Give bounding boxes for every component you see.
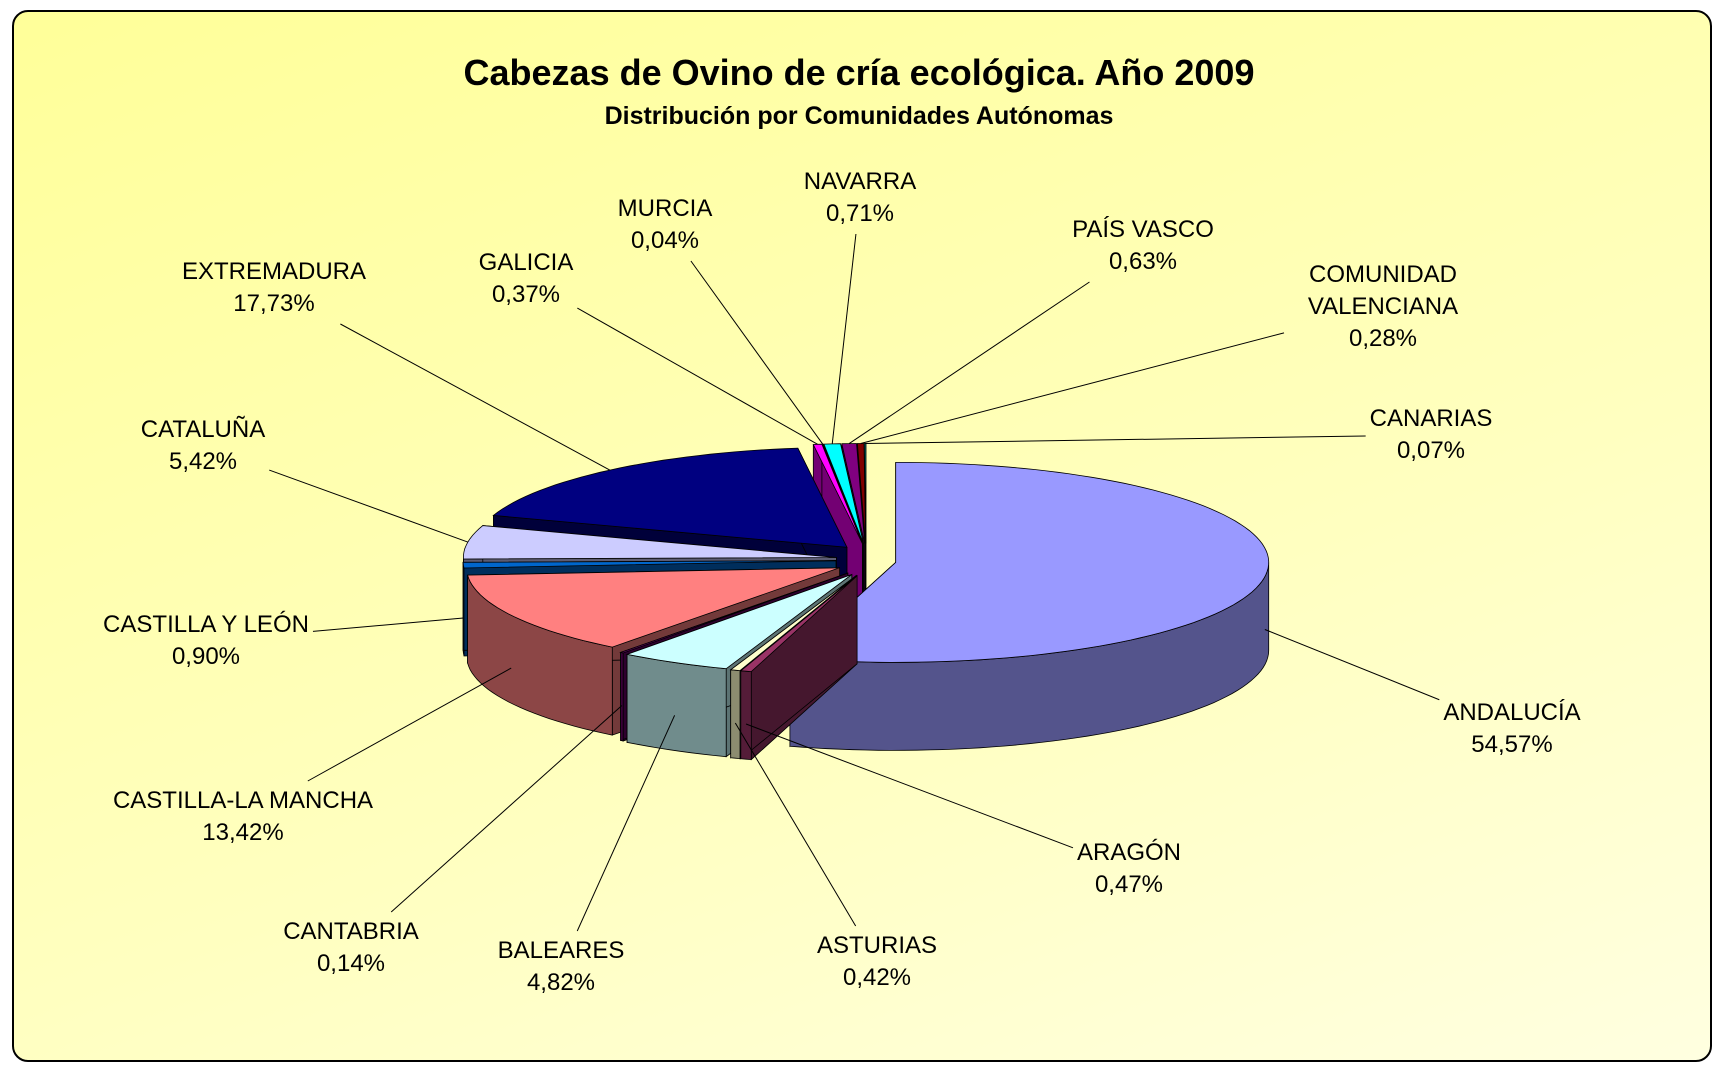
data-label: COMUNIDAD VALENCIANA 0,28% [1288, 259, 1478, 355]
data-label: CASTILLA-LA MANCHA 13,42% [113, 785, 373, 849]
label-value: 17,73% [233, 290, 315, 317]
label-name: ANDALUCÍA [1443, 699, 1581, 726]
label-value: 5,42% [168, 448, 238, 475]
label-name: GALICIA [478, 249, 574, 276]
label-value: 0,42% [842, 964, 912, 991]
data-label: CANTABRIA 0,14% [283, 916, 419, 980]
data-label: NAVARRA 0,71% [804, 166, 916, 230]
slice [492, 447, 848, 548]
label-value: 0,47% [1094, 871, 1164, 898]
slice [462, 560, 837, 569]
label-value: 0,14% [316, 950, 386, 977]
chart-subtitle: Distribución por Comunidades Autónomas [604, 102, 1114, 130]
data-label: EXTREMADURA 17,73% [182, 256, 366, 320]
data-label: MURCIA 0,04% [618, 193, 713, 257]
slice-side [620, 651, 624, 742]
slice-group [788, 462, 1270, 751]
leader-line [734, 722, 857, 927]
slice-side [626, 653, 727, 758]
leader-line [745, 723, 1074, 849]
data-label: GALICIA 0,37% [479, 247, 574, 311]
data-label: PAÍS VASCO 0,63% [1072, 214, 1214, 278]
data-label: CATALUÑA 5,42% [141, 414, 265, 478]
leader-line [860, 332, 1285, 444]
label-name: BALEARES [497, 937, 625, 964]
leader-line [307, 667, 512, 782]
leader-line [1264, 629, 1440, 701]
label-name: CATALUÑA [140, 416, 266, 443]
label-name: CASTILLA Y LEÓN [103, 611, 309, 638]
slice [467, 567, 840, 648]
slice-side [462, 562, 465, 657]
label-name: EXTREMADURA [181, 258, 367, 285]
data-label: ARAGÓN 0,47% [1077, 837, 1181, 901]
label-name: CANARIAS [1369, 405, 1493, 432]
label-name: COMUNIDAD VALENCIANA [1307, 261, 1459, 320]
leader-line [865, 435, 1366, 445]
label-value: 13,42% [202, 819, 284, 846]
label-name: PAÍS VASCO [1072, 216, 1214, 243]
label-name: ARAGÓN [1076, 839, 1182, 866]
label-value: 0,71% [825, 200, 895, 227]
data-label: ANDALUCÍA 54,57% [1443, 697, 1580, 761]
data-label: CASTILLA Y LEÓN 0,90% [103, 609, 309, 673]
slice-group [739, 574, 858, 761]
label-name: CANTABRIA [283, 918, 419, 945]
leader-line [831, 233, 857, 444]
label-value: 0,37% [491, 281, 561, 308]
slice-side [730, 669, 741, 760]
leader-line [269, 469, 468, 543]
label-value: 0,07% [1396, 437, 1466, 464]
slice-side [740, 670, 752, 761]
label-name: CASTILLA-LA MANCHA [112, 787, 374, 814]
label-value: 4,82% [526, 969, 596, 996]
label-value: 0,63% [1108, 248, 1178, 275]
leader-line [577, 307, 818, 445]
leader-line [390, 705, 623, 913]
data-label: ASTURIAS 0,42% [817, 930, 937, 994]
label-name: MURCIA [617, 195, 713, 222]
leader-line [576, 715, 676, 932]
slice [463, 525, 837, 560]
label-name: ASTURIAS [816, 932, 938, 959]
slice [619, 572, 848, 654]
label-value: 54,57% [1471, 731, 1553, 758]
label-value: 0,28% [1348, 325, 1418, 352]
label-value: 0,90% [171, 643, 241, 670]
label-name: NAVARRA [803, 168, 917, 195]
slice [729, 575, 857, 672]
leader-line [848, 281, 1090, 445]
chart-title: Cabezas de Ovino de cría ecológica. Año … [463, 52, 1255, 93]
slice [739, 575, 858, 673]
leader-line [312, 617, 464, 632]
data-label: CANARIAS 0,07% [1370, 403, 1493, 467]
data-label: BALEARES 4,82% [498, 935, 625, 999]
slice [788, 462, 1270, 663]
slice [625, 574, 853, 670]
leader-line [340, 323, 611, 471]
label-value: 0,04% [630, 227, 700, 254]
leader-line [690, 260, 824, 445]
